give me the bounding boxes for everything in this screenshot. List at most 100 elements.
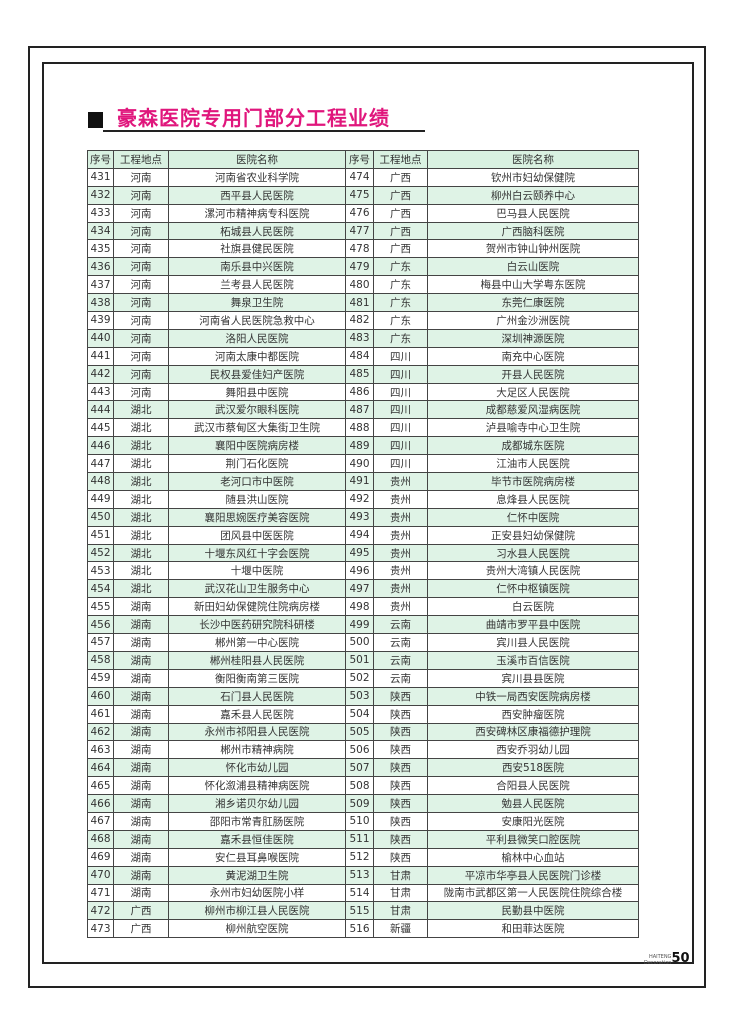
cell-no: 514 <box>345 883 374 903</box>
page-outer-border <box>28 46 706 988</box>
cell-hospital-name: 仁怀中枢镇医院 <box>427 579 639 599</box>
cell-no: 513 <box>345 865 374 885</box>
table-row: 465 湖南 怀化溆浦县精神病医院 508 陕西 合阳县人民医院 <box>87 776 639 796</box>
cell-hospital-name: 仁怀中医院 <box>427 507 639 527</box>
column-header-hospital: 医院名称 <box>427 150 639 169</box>
cell-no: 515 <box>345 901 374 921</box>
cell-hospital-name: 石门县人民医院 <box>168 686 346 706</box>
cell-location: 陕西 <box>373 794 428 813</box>
cell-no: 509 <box>345 794 374 813</box>
cell-location: 湖南 <box>113 615 169 635</box>
cell-hospital-name: 柳州市柳江县人民医院 <box>168 901 346 921</box>
cell-hospital-name: 梅县中山大学粤东医院 <box>427 275 639 295</box>
cell-hospital-name: 习水县人民医院 <box>427 543 639 563</box>
heading-underline <box>103 130 425 132</box>
cell-hospital-name: 南乐县中兴医院 <box>168 257 346 277</box>
cell-location: 广西 <box>373 239 428 259</box>
cell-hospital-name: 嘉禾县人民医院 <box>168 704 346 724</box>
table-row: 451 湖北 团风县中医医院 494 贵州 正安县妇幼保健院 <box>87 525 639 545</box>
cell-no: 455 <box>87 597 114 617</box>
cell-no: 434 <box>87 221 114 241</box>
hospital-projects-table: 序号 工程地点 医院名称 序号 工程地点 医院名称 431 河南 河南省农业科学院 4… <box>87 150 639 939</box>
cell-no: 445 <box>87 418 114 438</box>
cell-location: 广西 <box>113 919 169 939</box>
cell-location: 广东 <box>373 328 428 348</box>
cell-location: 河南 <box>113 311 169 330</box>
cell-hospital-name: 新田妇幼保健院住院病房楼 <box>168 597 346 617</box>
cell-hospital-name: 成都城东医院 <box>427 436 639 456</box>
cell-no: 487 <box>345 400 374 420</box>
cell-hospital-name: 宾川县县医院 <box>427 668 639 688</box>
table-row: 432 河南 西平县人民医院 475 广西 柳州白云颐养中心 <box>87 185 639 205</box>
page-title: 豪森医院专用门部分工程业绩 <box>117 106 390 130</box>
cell-no: 432 <box>87 185 114 205</box>
cell-hospital-name: 老河口市中医院 <box>168 472 346 491</box>
cell-no: 459 <box>87 668 114 688</box>
cell-no: 439 <box>87 311 114 330</box>
table-row: 462 湖南 永州市祁阳县人民医院 505 陕西 西安碑林区康福德护理院 <box>87 722 639 742</box>
cell-location: 陕西 <box>373 847 428 867</box>
cell-location: 河南 <box>113 275 169 295</box>
cell-hospital-name: 武汉花山卫生服务中心 <box>168 579 346 599</box>
cell-no: 457 <box>87 633 114 652</box>
table-row: 448 湖北 老河口市中医院 491 贵州 毕节市医院病房楼 <box>87 472 639 491</box>
cell-no: 476 <box>345 203 374 223</box>
cell-location: 湖北 <box>113 507 169 527</box>
cell-hospital-name: 平利县微笑口腔医院 <box>427 829 639 849</box>
cell-location: 甘肃 <box>373 865 428 885</box>
table-row: 467 湖南 邵阳市常青肛肠医院 510 陕西 安康阳光医院 <box>87 811 639 831</box>
cell-hospital-name: 民勤县中医院 <box>427 901 639 921</box>
cell-hospital-name: 郴州第一中心医院 <box>168 633 346 652</box>
table-row: 447 湖北 荆门石化医院 490 四川 江油市人民医院 <box>87 454 639 474</box>
table-header-row: 序号 工程地点 医院名称 序号 工程地点 医院名称 <box>87 150 639 169</box>
cell-location: 湖南 <box>113 776 169 796</box>
cell-no: 490 <box>345 454 374 474</box>
cell-hospital-name: 河南省农业科学院 <box>168 167 346 187</box>
cell-hospital-name: 正安县妇幼保健院 <box>427 525 639 545</box>
cell-hospital-name: 怀化市幼儿园 <box>168 758 346 778</box>
table-row: 436 河南 南乐县中兴医院 479 广东 白云山医院 <box>87 257 639 277</box>
cell-location: 广西 <box>373 167 428 187</box>
cell-no: 441 <box>87 346 114 366</box>
cell-hospital-name: 洛阳人民医院 <box>168 328 346 348</box>
cell-hospital-name: 兰考县人民医院 <box>168 275 346 295</box>
column-header-hospital: 医院名称 <box>168 150 346 169</box>
cell-location: 湖南 <box>113 829 169 849</box>
cell-hospital-name: 贵州大湾镇人民医院 <box>427 561 639 581</box>
cell-hospital-name: 西安碑林区康福德护理院 <box>427 722 639 742</box>
table-row: 463 湖南 郴州市精神病院 506 陕西 西安乔羽幼儿园 <box>87 740 639 760</box>
cell-no: 502 <box>345 668 374 688</box>
cell-hospital-name: 泸县喻寺中心卫生院 <box>427 418 639 438</box>
cell-location: 陕西 <box>373 704 428 724</box>
table-row: 442 河南 民权县爱佳妇产医院 485 四川 开县人民医院 <box>87 364 639 384</box>
cell-location: 河南 <box>113 257 169 277</box>
cell-location: 云南 <box>373 668 428 688</box>
cell-location: 湖北 <box>113 543 169 563</box>
cell-location: 湖南 <box>113 704 169 724</box>
table-row: 473 广西 柳州航空医院 516 新疆 和田菲达医院 <box>87 919 639 939</box>
cell-no: 507 <box>345 758 374 778</box>
cell-no: 452 <box>87 543 114 563</box>
cell-hospital-name: 永州市妇幼医院小样 <box>168 883 346 903</box>
cell-hospital-name: 嘉禾县恒佳医院 <box>168 829 346 849</box>
cell-location: 贵州 <box>373 472 428 491</box>
cell-no: 436 <box>87 257 114 277</box>
table-row: 445 湖北 武汉市蔡甸区大集街卫生院 488 四川 泸县喻寺中心卫生院 <box>87 418 639 438</box>
cell-location: 云南 <box>373 615 428 635</box>
cell-hospital-name: 大足区人民医院 <box>427 382 639 402</box>
cell-location: 四川 <box>373 436 428 456</box>
table-row: 438 河南 舞泉卫生院 481 广东 东莞仁康医院 <box>87 293 639 313</box>
cell-no: 506 <box>345 740 374 760</box>
cell-no: 438 <box>87 293 114 313</box>
cell-hospital-name: 毕节市医院病房楼 <box>427 472 639 491</box>
cell-hospital-name: 宾川县人民医院 <box>427 633 639 652</box>
cell-hospital-name: 安康阳光医院 <box>427 811 639 831</box>
table-row: 471 湖南 永州市妇幼医院小样 514 甘肃 陇南市武都区第一人民医院住院综合楼 <box>87 883 639 903</box>
cell-location: 广东 <box>373 311 428 330</box>
cell-no: 488 <box>345 418 374 438</box>
table-row: 457 湖南 郴州第一中心医院 500 云南 宾川县人民医院 <box>87 633 639 652</box>
table-row: 446 湖北 襄阳中医院病房楼 489 四川 成都城东医院 <box>87 436 639 456</box>
cell-hospital-name: 河南省人民医院急救中心 <box>168 311 346 330</box>
cell-no: 468 <box>87 829 114 849</box>
cell-hospital-name: 邵阳市常青肛肠医院 <box>168 811 346 831</box>
